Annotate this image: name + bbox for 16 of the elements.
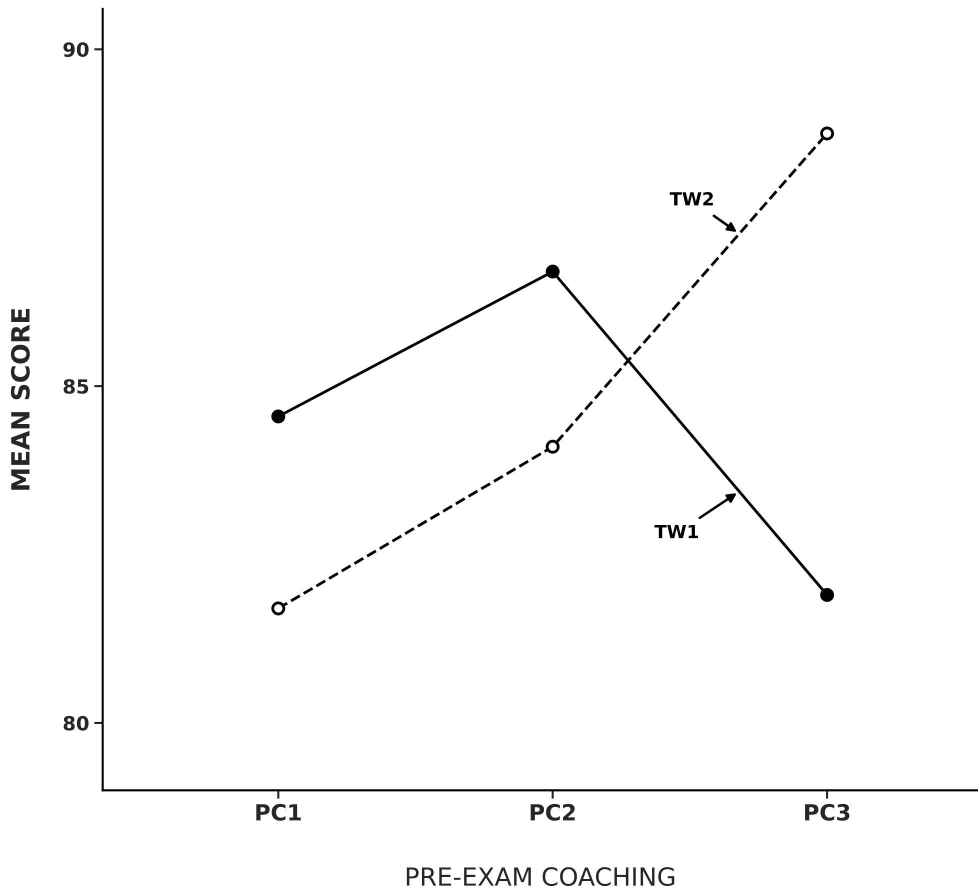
point xyxy=(820,126,834,140)
x-tick-label: PC2 xyxy=(530,804,575,821)
y-tick-label: 90 xyxy=(63,42,89,57)
point xyxy=(820,588,834,602)
point xyxy=(271,601,286,616)
x-tick-label: PC3 xyxy=(805,804,850,821)
y-axis-title: MEAN SCORE xyxy=(10,309,30,490)
y-tick-label: 80 xyxy=(64,716,89,731)
point xyxy=(546,440,560,454)
x-axis-title: PRE-EXAM COACHING xyxy=(406,867,674,886)
point xyxy=(271,409,286,424)
point xyxy=(546,264,560,279)
x-tick-label: PC1 xyxy=(256,804,301,821)
text: TW2 xyxy=(670,192,713,206)
text: TW1 xyxy=(654,524,698,538)
y-tick-label: 85 xyxy=(64,379,88,394)
